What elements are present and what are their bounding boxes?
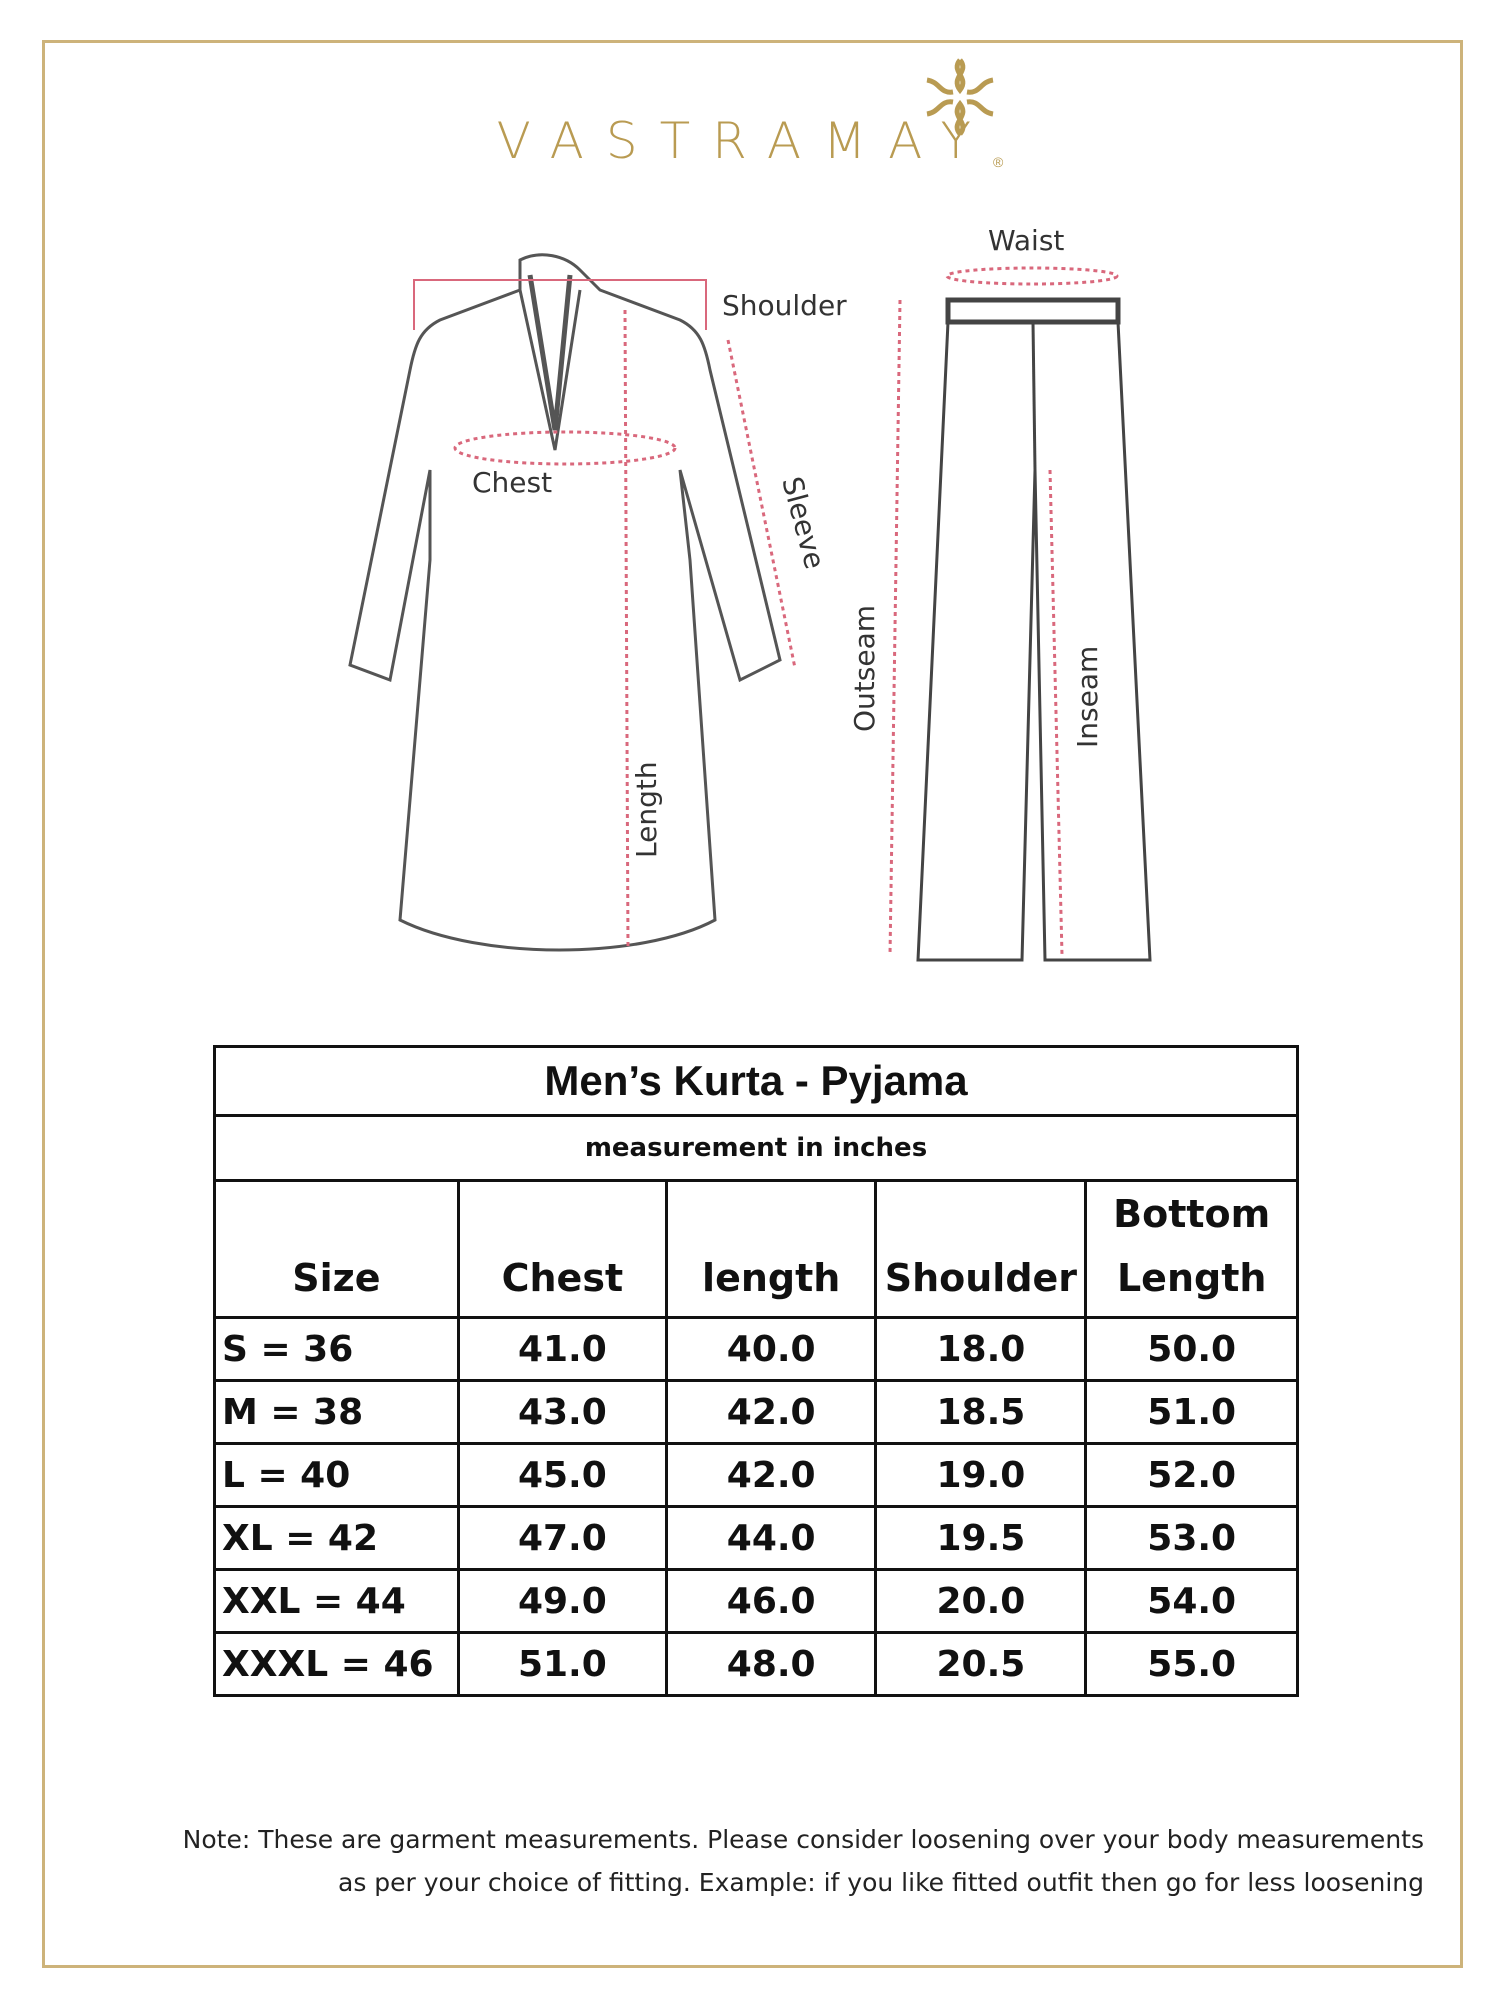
cell-bottom-length: 53.0 [1084, 1505, 1299, 1571]
brand-flower-logo-icon [926, 58, 994, 136]
note-line-2: as per your choice of fitting. Example: … [338, 1868, 1424, 1897]
cell-length: 48.0 [664, 1631, 878, 1697]
cell-size: S = 36 [213, 1316, 460, 1382]
cell-chest: 45.0 [456, 1442, 668, 1508]
kurta-measure-lines [413, 279, 797, 951]
cell-shoulder: 20.0 [874, 1568, 1088, 1634]
cell-bottom-length: 54.0 [1084, 1568, 1299, 1634]
table-title: Men’s Kurta - Pyjama [213, 1045, 1299, 1117]
cell-size: XL = 42 [213, 1505, 460, 1571]
header-bottom-length: Bottom Length [1084, 1179, 1299, 1319]
cell-length: 42.0 [664, 1379, 878, 1445]
chest-label: Chest [472, 466, 552, 499]
table-subtitle: measurement in inches [213, 1114, 1299, 1182]
cell-chest: 49.0 [456, 1568, 668, 1634]
cell-bottom-length: 55.0 [1084, 1631, 1299, 1697]
registered-mark: ® [993, 154, 1004, 170]
pyjama-measure-lines [888, 266, 1119, 956]
brand-name: VASTRAMAY [496, 112, 994, 170]
table-row: XXL = 44 49.0 46.0 20.0 54.0 [213, 1568, 1299, 1634]
cell-shoulder: 19.5 [874, 1505, 1088, 1571]
pyjama-drawing [916, 297, 1152, 962]
cell-length: 46.0 [664, 1568, 878, 1634]
garment-diagram: Shoulder Chest Sleeve Length Waist Outse… [348, 224, 1152, 962]
header-chest: Chest [456, 1179, 668, 1319]
sleeve-label: Sleeve [775, 473, 831, 572]
cell-shoulder: 18.5 [874, 1379, 1088, 1445]
fitting-note: Note: These are garment measurements. Pl… [44, 1818, 1424, 1904]
cell-size: XXXL = 46 [213, 1631, 460, 1697]
cell-size: M = 38 [213, 1379, 460, 1445]
table-row: M = 38 43.0 42.0 18.5 51.0 [213, 1379, 1299, 1445]
gold-border-frame [42, 40, 1463, 1968]
kurta-drawing [348, 253, 782, 952]
note-line-1: Note: These are garment measurements. Pl… [182, 1825, 1424, 1854]
cell-bottom-length: 52.0 [1084, 1442, 1299, 1508]
size-chart-table: Men’s Kurta - Pyjama measurement in inch… [213, 1045, 1299, 1697]
cell-bottom-length: 51.0 [1084, 1379, 1299, 1445]
table-row: XL = 42 47.0 44.0 19.5 53.0 [213, 1505, 1299, 1571]
cell-chest: 43.0 [456, 1379, 668, 1445]
cell-bottom-length: 50.0 [1084, 1316, 1299, 1382]
length-label: Length [630, 761, 663, 858]
cell-shoulder: 20.5 [874, 1631, 1088, 1697]
header-length: length [664, 1179, 878, 1319]
cell-shoulder: 19.0 [874, 1442, 1088, 1508]
inseam-label: Inseam [1071, 646, 1104, 748]
table-row: S = 36 41.0 40.0 18.0 50.0 [213, 1316, 1299, 1382]
table-header-row: Size Chest length Shoulder Bottom Length [213, 1179, 1299, 1319]
shoulder-label: Shoulder [722, 289, 847, 322]
cell-size: XXL = 44 [213, 1568, 460, 1634]
cell-chest: 47.0 [456, 1505, 668, 1571]
header-shoulder: Shoulder [874, 1179, 1088, 1319]
header-size: Size [213, 1179, 460, 1319]
cell-size: L = 40 [213, 1442, 460, 1508]
cell-length: 42.0 [664, 1442, 878, 1508]
cell-length: 44.0 [664, 1505, 878, 1571]
table-row: XXXL = 46 51.0 48.0 20.5 55.0 [213, 1631, 1299, 1697]
waist-label: Waist [988, 224, 1064, 257]
outseam-label: Outseam [848, 605, 881, 732]
table-row: L = 40 45.0 42.0 19.0 52.0 [213, 1442, 1299, 1508]
cell-chest: 51.0 [456, 1631, 668, 1697]
brand-logo: VASTRAMAY® [0, 112, 1500, 170]
cell-chest: 41.0 [456, 1316, 668, 1382]
cell-shoulder: 18.0 [874, 1316, 1088, 1382]
cell-length: 40.0 [664, 1316, 878, 1382]
